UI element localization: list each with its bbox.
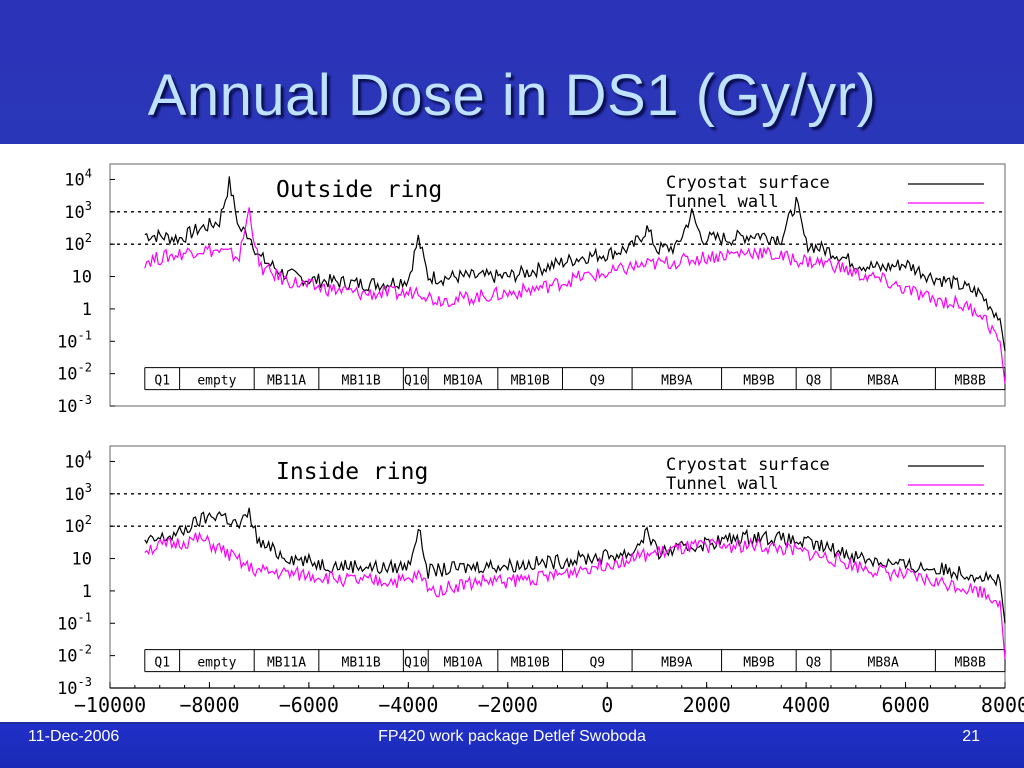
y-tick-label: 1 — [82, 300, 92, 320]
segment-label: MB9B — [743, 656, 774, 671]
series-line-tunnel — [144, 531, 1006, 659]
segment-label: MB9A — [661, 656, 692, 671]
x-tick-label: 0 — [601, 693, 613, 717]
segment-label: Q9 — [589, 374, 605, 389]
segment-label: MB10B — [511, 656, 550, 671]
segment-label: MB8A — [868, 374, 899, 389]
segment-label: MB9B — [743, 374, 774, 389]
segment-label: MB11A — [267, 374, 306, 389]
y-tick-label: 10-1 — [57, 328, 92, 352]
legend-label: Cryostat surface — [666, 455, 830, 475]
x-tick-label: 2000 — [683, 693, 731, 717]
series-line-tunnel — [144, 207, 1006, 384]
y-tick-label: 10-1 — [57, 610, 92, 634]
slide-title: Annual Dose in DS1 (Gy/yr) — [147, 63, 877, 128]
series-line-cryostat — [144, 507, 1006, 624]
segment-label: MB8B — [955, 656, 986, 671]
segment-label: MB8B — [955, 374, 986, 389]
segment-label: MB11A — [267, 656, 306, 671]
segment-label: MB9A — [661, 374, 692, 389]
chart-title: Inside ring — [276, 459, 428, 485]
y-tick-label: 103 — [64, 199, 92, 223]
segment-label: Q9 — [589, 656, 605, 671]
y-tick-label: 1 — [82, 582, 92, 602]
segment-label: Q8 — [806, 374, 822, 389]
y-tick-label: 10-2 — [57, 643, 92, 667]
x-tick-label: −10000 — [74, 693, 146, 717]
y-tick-label: 10-3 — [57, 675, 92, 699]
legend-label: Cryostat surface — [666, 173, 830, 193]
series-line-cryostat — [144, 176, 1006, 352]
y-tick-label: 104 — [64, 448, 92, 472]
y-tick-label: 104 — [64, 166, 92, 190]
chart-panel: 104 103 102 10 1 10-1 10-2 10-3 Q1 empty MB11A MB11… — [0, 144, 1024, 722]
y-tick-label: 102 — [64, 513, 92, 537]
y-tick-label: 103 — [64, 481, 92, 505]
y-tick-label: 10-2 — [57, 361, 92, 385]
segment-label: Q1 — [154, 656, 170, 671]
footer-page-number: 21 — [962, 728, 980, 745]
x-tick-label: 8000 — [981, 693, 1024, 717]
x-tick-label: 4000 — [782, 693, 830, 717]
x-tick-label: −2000 — [478, 693, 538, 717]
footer-bar: 11-Dec-2006 FP420 work package Detlef Sw… — [0, 724, 1024, 768]
segment-label: MB11B — [342, 656, 381, 671]
legend-label: Tunnel wall — [666, 192, 779, 212]
segment-label: empty — [197, 374, 236, 389]
segment-label: MB11B — [342, 374, 381, 389]
legend-label: Tunnel wall — [666, 474, 779, 494]
y-tick-label: 10-3 — [57, 393, 92, 417]
plot-frame — [109, 445, 1006, 689]
x-tick-label: −8000 — [179, 693, 239, 717]
footer-date: 11-Dec-2006 — [28, 728, 120, 745]
y-tick-label: 10 — [72, 550, 92, 570]
segment-label: MB10A — [443, 374, 482, 389]
y-tick-label: 10 — [72, 268, 92, 288]
segment-label: Q10 — [404, 656, 427, 671]
segment-label: Q10 — [404, 374, 427, 389]
segment-label: MB10B — [511, 374, 550, 389]
x-tick-label: 6000 — [881, 693, 929, 717]
chart-title: Outside ring — [276, 177, 442, 203]
segment-label: empty — [197, 656, 236, 671]
segment-label: Q8 — [806, 656, 822, 671]
y-tick-label: 102 — [64, 231, 92, 255]
x-tick-label: −4000 — [378, 693, 438, 717]
segment-label: MB8A — [868, 656, 899, 671]
footer-center: FP420 work package Detlef Swoboda — [378, 728, 646, 745]
segment-label: Q1 — [154, 374, 170, 389]
plot-frame — [109, 163, 1006, 407]
segment-label: MB10A — [443, 656, 482, 671]
x-tick-label: −6000 — [279, 693, 339, 717]
